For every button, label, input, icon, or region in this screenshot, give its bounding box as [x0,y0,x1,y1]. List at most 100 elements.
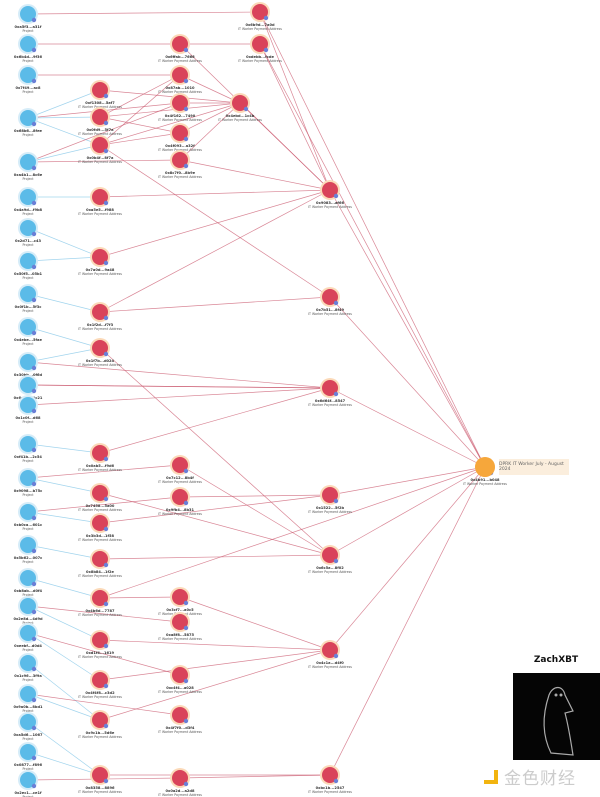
transfer-edge [179,43,331,191]
node-type: IT Worker Payment Address [78,613,122,617]
badge-icon [31,264,37,270]
transfer-edge [27,511,101,524]
badge-icon [333,558,339,564]
badge-icon [333,498,339,504]
project-node[interactable]: 0x2e8d...4d9dProject [13,596,43,625]
penguin-icon [543,686,574,756]
node-type: IT Worker Payment Address [218,118,262,122]
transfer-edge [27,751,101,776]
node-label: 0x50f5...05b1 [14,272,43,276]
node-type: IT Worker Payment Address [78,735,122,739]
transfer-edge [27,387,331,406]
transfer-edge [99,89,241,104]
badge-icon [183,106,189,112]
node-type: Project [23,678,35,682]
badge-icon [103,148,109,154]
badge-icon [333,778,339,784]
node-type: IT Worker Payment Address [158,637,202,641]
badge-icon [31,609,37,615]
transfer-edge [179,464,331,556]
badge-icon [31,408,37,414]
hub-node[interactable] [475,457,495,477]
transfer-edge [329,189,486,468]
transfer-edge [99,189,331,198]
badge-icon [31,231,37,237]
project-node[interactable]: 0x30bb...0f6dProject [14,352,43,381]
node-label: 0x2e8d...4d9d [13,617,42,621]
node-label: 0x4ebe...5fae [14,338,42,342]
node-label: 0x8c7f0...8b9e [165,171,196,175]
badge-icon [31,165,37,171]
dprk-callout: DPRK IT Worker July - August 2024 [499,459,569,475]
node-type: Project [23,342,35,346]
node-label: 0x4f093...a32f [165,144,195,148]
node-type: IT Worker Payment Address [308,790,352,794]
transfer-edge [27,227,101,258]
badge-icon [263,47,269,53]
node-label: 0x8358...8896 [86,786,115,790]
transfer-edge [27,693,181,716]
node-type: IT Worker Payment Address [463,482,507,486]
